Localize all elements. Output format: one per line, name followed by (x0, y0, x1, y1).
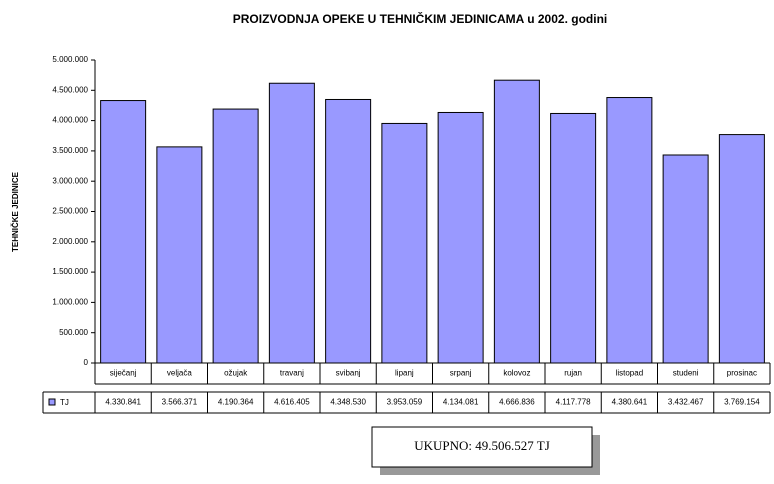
bar (100, 100, 147, 364)
bar (381, 122, 428, 364)
table-value: 3.769.154 (724, 398, 760, 407)
annotation-box (371, 426, 593, 468)
table-value: 4.380.641 (612, 398, 648, 407)
legend-label: TJ (60, 398, 69, 407)
bar (325, 98, 372, 364)
y-tick-label: 5.000.000 (52, 55, 88, 64)
y-tick-label: 2.000.000 (52, 237, 88, 246)
bar (662, 154, 709, 364)
y-tick-label: 4.000.000 (52, 116, 88, 125)
y-axis-label: TEHNIČKE JEDINICE (11, 171, 20, 252)
table-value: 4.117.778 (556, 398, 592, 407)
y-tick-label: 2.500.000 (52, 207, 88, 216)
table-value: 4.330.841 (105, 398, 141, 407)
bar (493, 79, 540, 364)
annotation: UKUPNO: 49.506.527 TJ (414, 438, 550, 453)
table-value: 4.134.081 (443, 398, 479, 407)
x-tick-label: siječanj (110, 369, 137, 378)
y-tick-label: 500.000 (59, 328, 88, 337)
table-value: 3.432.467 (668, 398, 704, 407)
x-tick-label: listopad (616, 369, 644, 378)
table-value: 4.190.364 (218, 398, 254, 407)
table-value: 4.348.530 (330, 398, 366, 407)
x-tick-label: svibanj (336, 369, 361, 378)
bar (718, 134, 765, 364)
y-tick-label: 3.500.000 (52, 146, 88, 155)
y-tick-label: 1.500.000 (52, 267, 88, 276)
table-value: 3.566.371 (162, 398, 198, 407)
bar (268, 82, 315, 364)
y-tick-label: 0 (84, 358, 89, 367)
bar (212, 108, 259, 364)
y-tick-label: 3.000.000 (52, 176, 88, 185)
x-tick-label: veljača (167, 369, 192, 378)
x-tick-label: lipanj (395, 369, 414, 378)
x-tick-label: prosinac (727, 369, 757, 378)
chart-title: PROIZVODNJA OPEKE U TEHNIČKIM JEDINICAMA… (233, 11, 607, 26)
legend-key (48, 398, 56, 406)
bar (606, 97, 653, 364)
bar (437, 111, 484, 364)
x-tick-label: srpanj (450, 369, 472, 378)
x-tick-label: ožujak (224, 369, 248, 378)
x-tick-label: rujan (564, 369, 582, 378)
y-tick-label: 1.000.000 (52, 298, 88, 307)
y-tick-label: 4.500.000 (52, 85, 88, 94)
bar (550, 112, 597, 364)
bar (156, 146, 203, 364)
x-tick-label: kolovoz (503, 369, 530, 378)
table-value: 3.953.059 (387, 398, 423, 407)
table-value: 4.616.405 (274, 398, 310, 407)
x-tick-label: travanj (280, 369, 304, 378)
x-tick-label: studeni (673, 369, 699, 378)
table-value: 4.666.836 (499, 398, 535, 407)
